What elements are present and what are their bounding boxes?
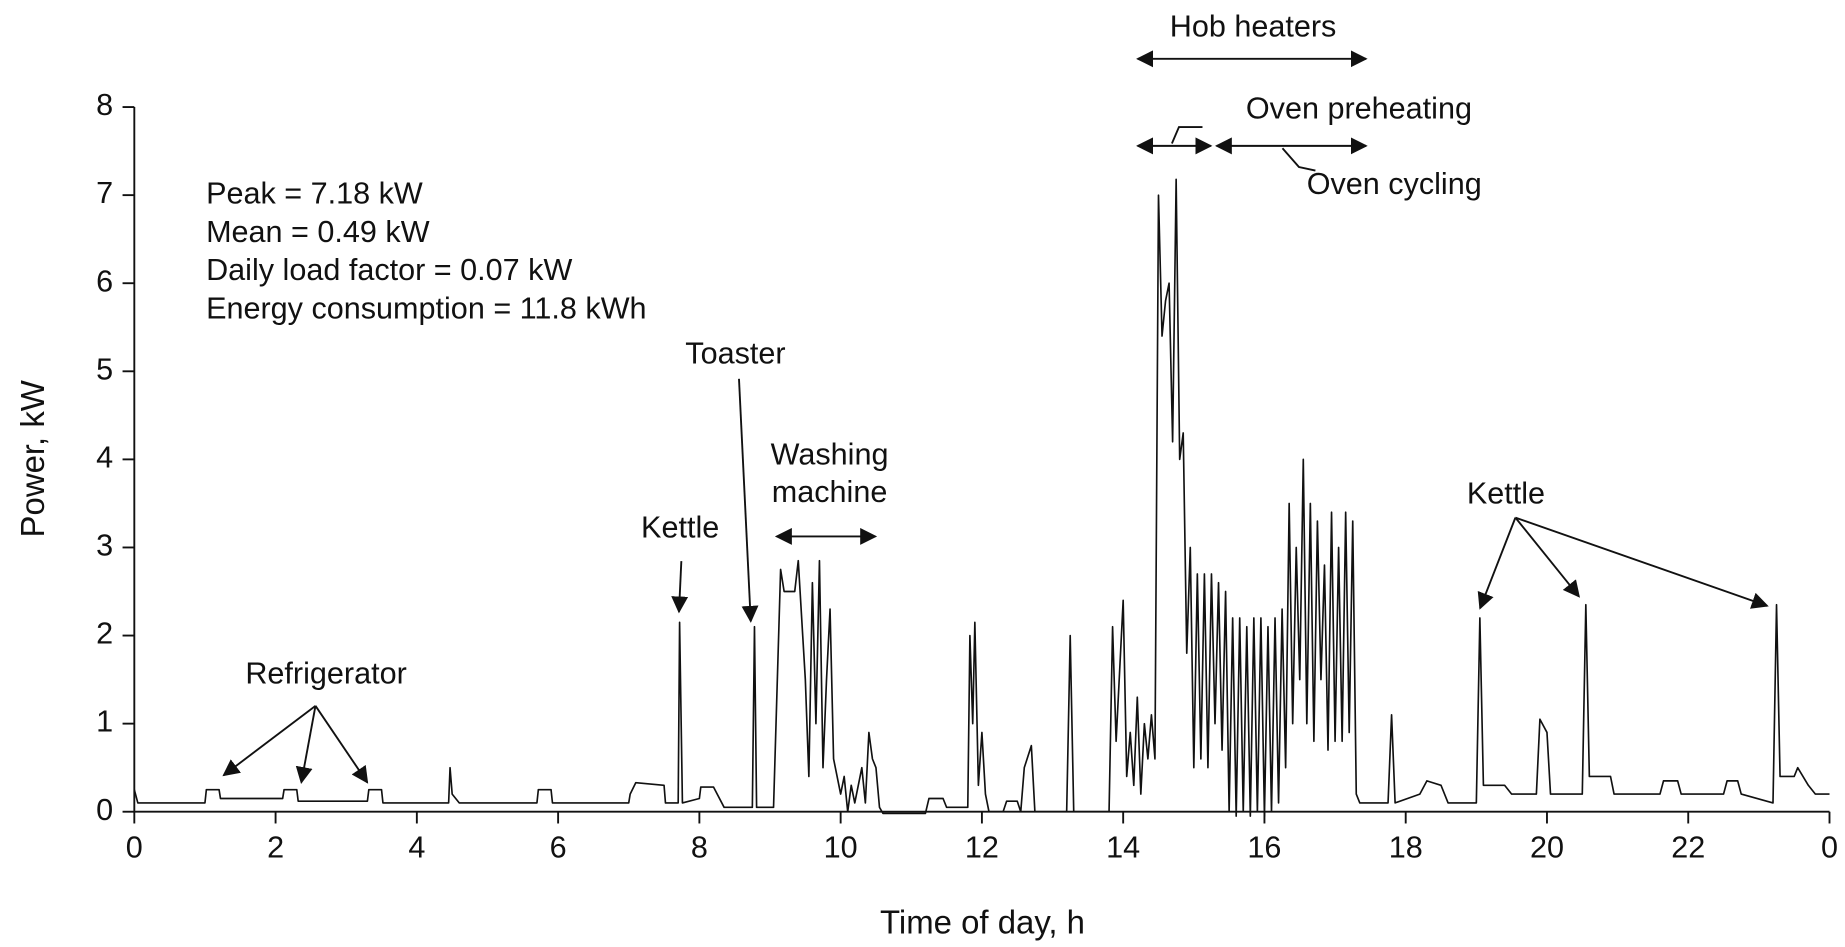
y-tick-label: 8 [96, 88, 113, 122]
x-tick-label: 6 [550, 830, 567, 864]
y-tick-label: 5 [96, 352, 113, 386]
annotation: Kettle [641, 510, 719, 544]
x-tick-label: 22 [1671, 830, 1705, 864]
y-tick-label: 6 [96, 264, 113, 298]
x-tick-label: 2 [267, 830, 284, 864]
x-tick-label: 4 [408, 830, 425, 864]
stat: Mean = 0.49 kW [206, 215, 430, 249]
x-tick-label: 0 [1821, 830, 1838, 864]
y-tick-label: 4 [96, 440, 113, 474]
annotation: Washing [771, 438, 889, 472]
annotation: Oven cycling [1307, 167, 1482, 201]
x-tick-label: 10 [824, 830, 858, 864]
stat: Energy consumption = 11.8 kWh [206, 292, 647, 326]
annotation: Kettle [1467, 476, 1545, 510]
x-tick-label: 20 [1530, 830, 1564, 864]
y-tick-label: 2 [96, 617, 113, 651]
annotation: Hob heaters [1170, 9, 1337, 43]
power-line [133, 178, 1830, 817]
annotation: Refrigerator [245, 656, 406, 690]
x-tick-label: 12 [965, 830, 999, 864]
x-tick-label: 18 [1389, 830, 1423, 864]
annotation-arrows [222, 50, 1769, 784]
annotation: Oven preheating [1246, 92, 1472, 126]
annotation: Toaster [685, 336, 785, 370]
x-tick-label: 0 [126, 830, 143, 864]
stat: Daily load factor = 0.07 kW [206, 253, 572, 287]
y-tick-label: 7 [96, 176, 113, 210]
y-tick-label: 0 [96, 793, 113, 827]
y-tick-label: 1 [96, 705, 113, 739]
annotation: machine [772, 475, 888, 509]
x-tick-label: 14 [1106, 830, 1140, 864]
y-axis-label: Power, kW [14, 380, 51, 537]
stat: Peak = 7.18 kW [206, 176, 423, 210]
y-tick-label: 3 [96, 529, 113, 563]
x-tick-label: 16 [1247, 830, 1281, 864]
x-tick-label: 8 [691, 830, 708, 864]
x-axis-label: Time of day, h [880, 903, 1085, 940]
